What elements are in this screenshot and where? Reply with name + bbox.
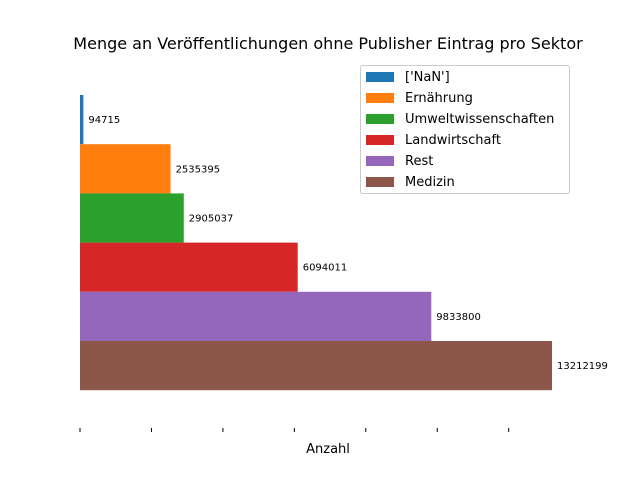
bars-group [80,95,552,391]
x-ticks-group [79,428,510,432]
legend-frame [360,65,570,194]
legend-label-2: Umweltwissenschaften [405,112,554,127]
data-label-2: 2905037 [189,214,234,225]
legend-swatch-1 [366,93,394,103]
bar-2 [80,193,184,243]
legend: ['NaN'] Ernährung Umweltwissenschaften Land… [360,65,570,194]
legend-label-5: Medizin [405,175,455,190]
x-axis-label: Anzahl [306,442,350,457]
bar-3 [80,242,298,292]
data-label-0: 94715 [88,115,120,126]
chart-title: Menge an Veröffentlichungen ohne Publish… [73,34,583,53]
legend-swatch-4 [366,156,394,166]
bar-1 [80,144,171,194]
data-label-3: 6094011 [303,263,348,274]
legend-swatch-3 [366,135,394,145]
bar-0 [80,95,84,145]
bar-4 [80,291,432,341]
legend-swatch-5 [366,177,394,187]
legend-label-4: Rest [405,154,433,169]
legend-label-0: ['NaN'] [405,70,450,85]
bar-5 [80,341,552,391]
data-labels-group: 94715 2535395 2905037 6094011 9833800 1321219… [88,115,608,372]
legend-label-3: Landwirtschaft [405,133,501,148]
data-label-5: 13212199 [557,361,608,372]
data-label-1: 2535395 [176,164,221,175]
legend-swatch-2 [366,114,394,124]
legend-label-1: Ernährung [405,91,473,106]
legend-swatch-0 [366,72,394,82]
data-label-4: 9833800 [436,312,481,323]
